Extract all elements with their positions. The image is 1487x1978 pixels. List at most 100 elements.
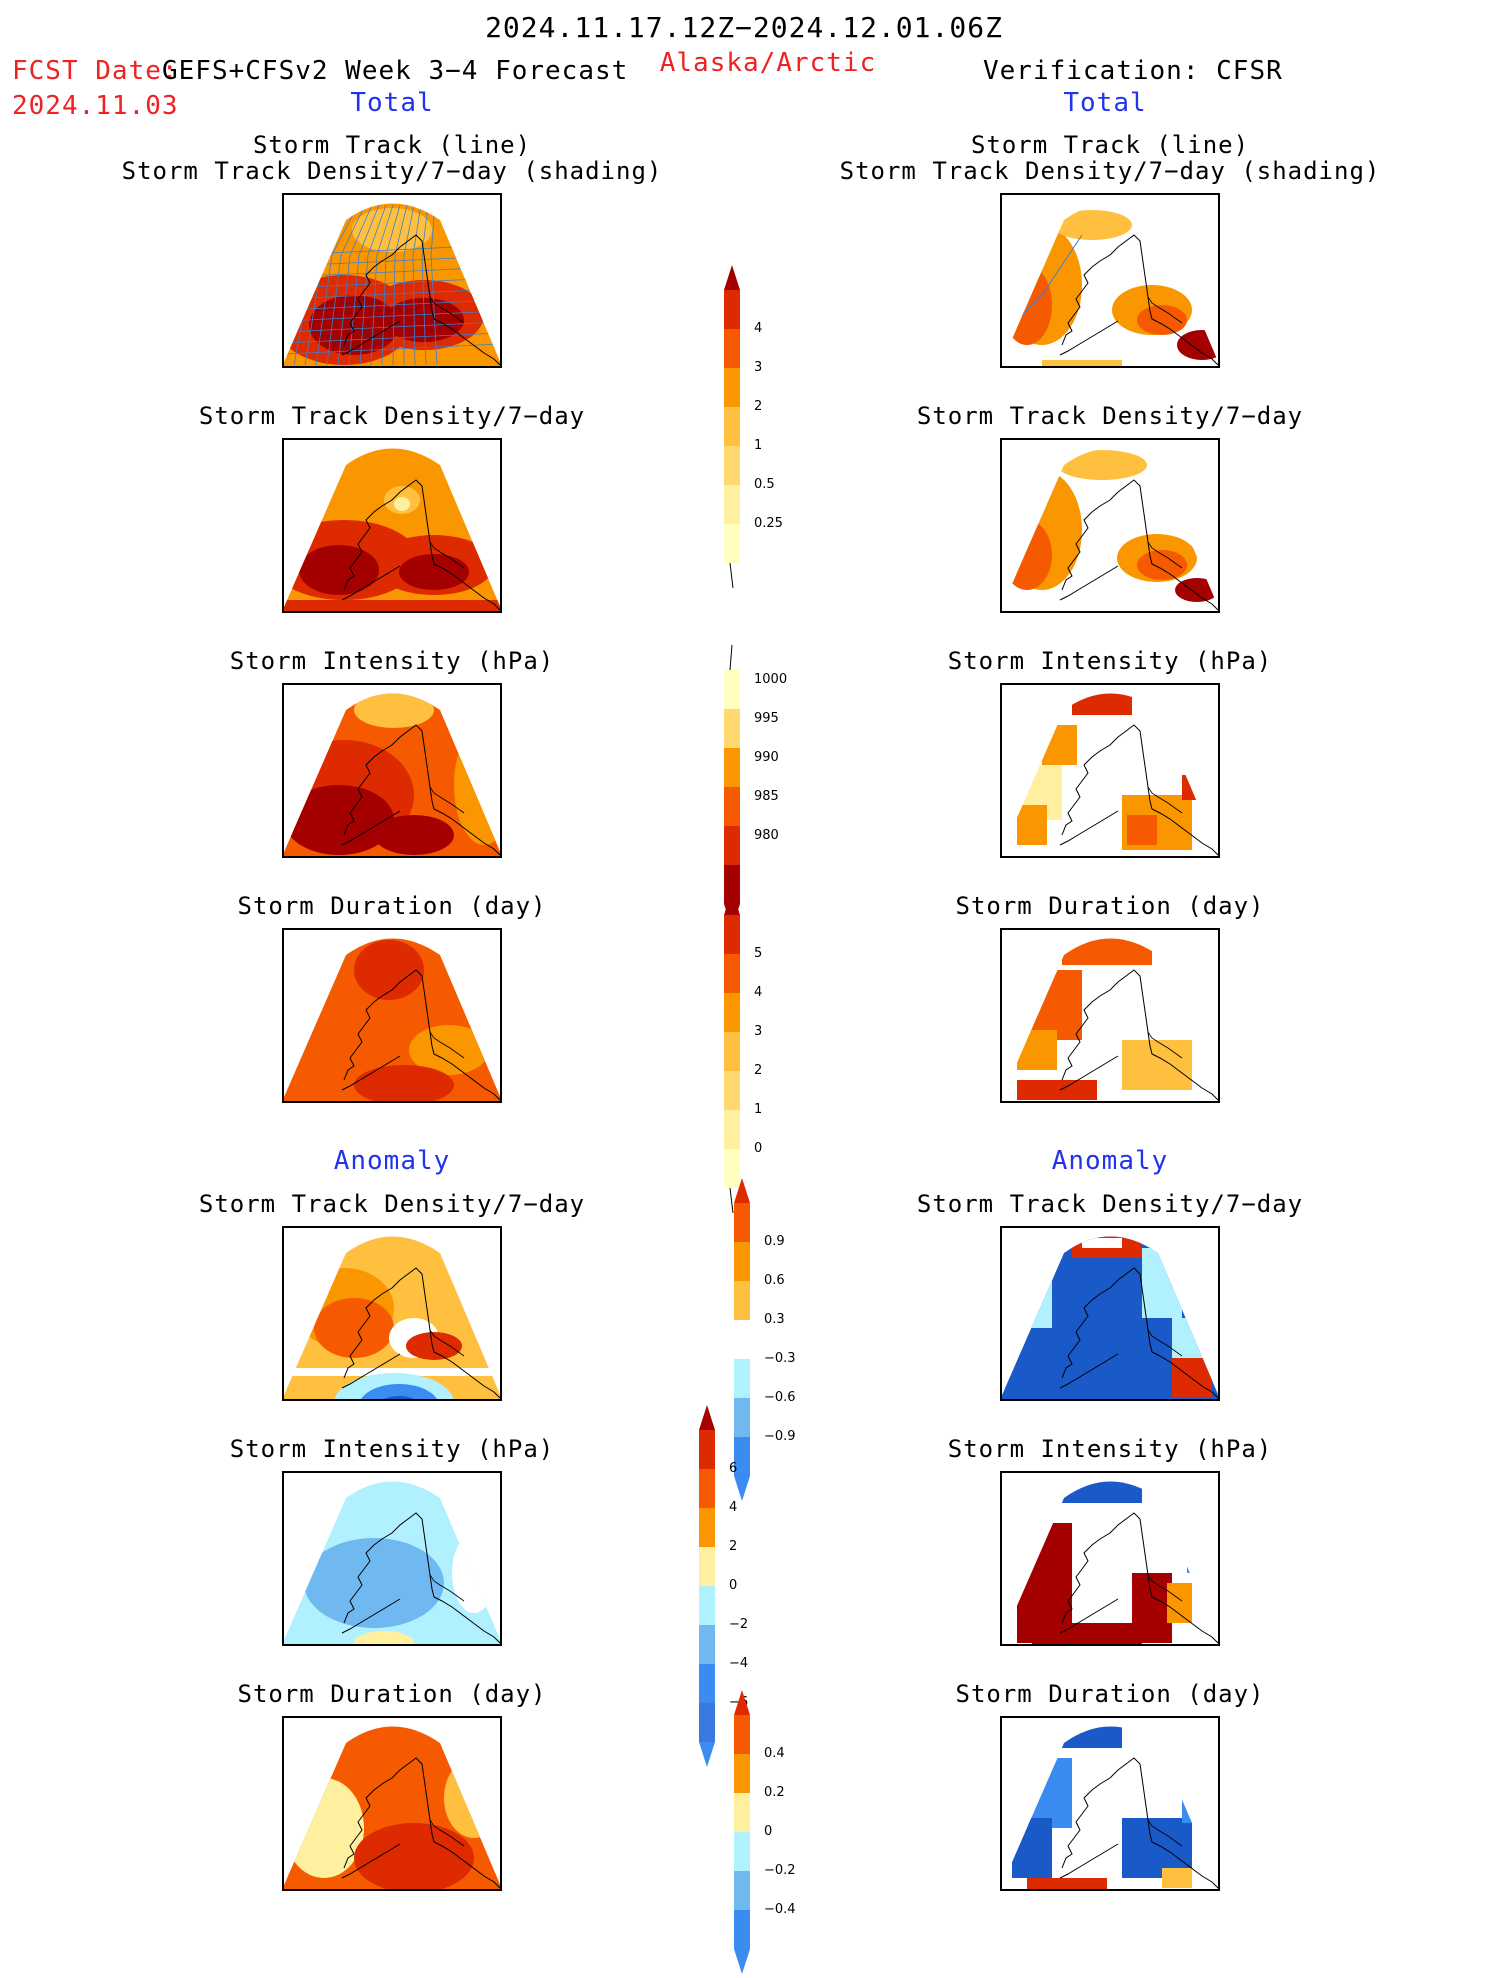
colorbar-segment xyxy=(699,1625,715,1664)
map-left-intensity-total xyxy=(282,683,502,858)
colorbar-tick-label: 1000 xyxy=(754,672,788,687)
colorbar-tick-label: 0.9 xyxy=(764,1234,785,1249)
right-density-title: Storm Track Density/7−day xyxy=(916,402,1304,430)
colorbar-tick-label: 0.5 xyxy=(754,477,775,492)
colorbar-segment xyxy=(724,290,740,329)
colorbar-segment xyxy=(734,1910,750,1949)
colorbar-tick-label: 990 xyxy=(754,750,779,765)
colorbar-tick-label: −4 xyxy=(729,1656,749,1671)
left-track-line-title: Storm Track (line) xyxy=(252,131,532,159)
colorbar-segment xyxy=(724,787,740,826)
colorbar-segment xyxy=(734,1754,750,1793)
colorbar-segment xyxy=(699,1547,715,1586)
colorbar-segment xyxy=(724,709,740,748)
colorbar-segment xyxy=(724,368,740,407)
left-anom-duration-title: Storm Duration (day) xyxy=(237,1680,547,1708)
colorbar-segment xyxy=(734,1437,750,1476)
colorbar-segment xyxy=(699,1586,715,1625)
colorbar-tick-label: −0.4 xyxy=(764,1902,796,1917)
colorbar-segment xyxy=(734,1242,750,1281)
right-duration-title: Storm Duration (day) xyxy=(955,892,1265,920)
colorbar-segment xyxy=(699,1469,715,1508)
colorbar-tick-label: 2 xyxy=(729,1539,738,1554)
map-left-density-total xyxy=(282,438,502,613)
right-anomaly-label: Anomaly xyxy=(1051,1146,1169,1176)
colorbar-segment xyxy=(734,1871,750,1910)
colorbar-segment xyxy=(734,1793,750,1832)
colorbar-tick-label: 995 xyxy=(754,711,779,726)
colorbar-tick-label: 0.3 xyxy=(764,1312,785,1327)
colorbar-tick-label: 985 xyxy=(754,789,779,804)
colorbar-tick-label: 6 xyxy=(729,1461,738,1476)
colorbar-tick-label: 2 xyxy=(754,1063,763,1078)
colorbar-segment xyxy=(734,1281,750,1320)
colorbar-segment xyxy=(724,524,740,563)
map-right-duration-total xyxy=(1000,928,1220,1103)
colorbar-segment xyxy=(724,407,740,446)
colorbar-segment xyxy=(724,954,740,993)
right-intensity-title: Storm Intensity (hPa) xyxy=(947,647,1273,675)
colorbar-tick-label: 0.25 xyxy=(754,516,783,531)
colorbar-tick-label: 980 xyxy=(754,828,779,843)
left-track-shading-title: Storm Track Density/7−day (shading) xyxy=(121,157,663,185)
colorbar-segment xyxy=(724,1032,740,1071)
date-range-title: 2024.11.17.12Z−2024.12.01.06Z xyxy=(485,11,1003,44)
fcst-date-value: 2024.11.03 xyxy=(12,91,179,121)
colorbar-tick-label: 4 xyxy=(754,985,763,1000)
left-anom-intensity-title: Storm Intensity (hPa) xyxy=(229,1435,555,1463)
colorbar-segment xyxy=(734,1398,750,1437)
map-right-density-total xyxy=(1000,438,1220,613)
map-left-duration-total xyxy=(282,928,502,1103)
colorbar-intensity-total: 1000 995 990 985 980 xyxy=(722,644,787,933)
colorbar-segment xyxy=(724,865,740,904)
colorbar-segment xyxy=(724,446,740,485)
colorbar-segment xyxy=(724,993,740,1032)
right-track-line-title: Storm Track (line) xyxy=(970,131,1250,159)
colorbar-tick-label: 3 xyxy=(754,360,763,375)
map-left-density-anom xyxy=(282,1226,502,1401)
colorbar-tick-label: 0.4 xyxy=(764,1746,785,1761)
colorbar-tick-label: −0.6 xyxy=(764,1390,796,1405)
map-right-track-total xyxy=(1000,193,1220,368)
colorbar-tick-label: 3 xyxy=(754,1024,763,1039)
colorbar-tick-label: 0 xyxy=(754,1141,763,1156)
colorbar-segment xyxy=(724,1110,740,1149)
colorbar-tick-label: 4 xyxy=(754,321,763,336)
colorbar-segment xyxy=(699,1430,715,1469)
left-anomaly-label: Anomaly xyxy=(333,1146,451,1176)
colorbar-segment xyxy=(724,329,740,368)
colorbar-density-total: 4 3 2 1 0.5 0.25 xyxy=(722,265,783,592)
verification-label: Verification: CFSR xyxy=(983,56,1283,86)
right-anom-density-title: Storm Track Density/7−day xyxy=(916,1190,1304,1218)
model-label: GEFS+CFSv2 Week 3−4 Forecast xyxy=(162,56,629,86)
colorbar-segment xyxy=(734,1359,750,1398)
colorbar-tick-label: −0.3 xyxy=(764,1351,796,1366)
left-density-title: Storm Track Density/7−day xyxy=(198,402,586,430)
colorbar-segment xyxy=(699,1508,715,1547)
map-right-density-anom xyxy=(1000,1226,1220,1401)
colorbar-tick-label: 5 xyxy=(754,946,763,961)
colorbar-tick-label: 2 xyxy=(754,399,763,414)
fcst-date-label: FCST Date: xyxy=(12,56,179,86)
colorbar-tick-label: −0.2 xyxy=(764,1863,796,1878)
right-anom-intensity-title: Storm Intensity (hPa) xyxy=(947,1435,1273,1463)
colorbar-segment xyxy=(734,1832,750,1871)
right-anom-duration-title: Storm Duration (day) xyxy=(955,1680,1265,1708)
colorbar-segment xyxy=(724,1071,740,1110)
colorbar-segment xyxy=(724,826,740,865)
left-anom-density-title: Storm Track Density/7−day xyxy=(198,1190,586,1218)
left-intensity-title: Storm Intensity (hPa) xyxy=(229,647,555,675)
colorbar-segment xyxy=(724,748,740,787)
colorbar-tick-label: 0 xyxy=(764,1824,773,1839)
map-right-duration-anom xyxy=(1000,1716,1220,1891)
colorbar-tick-label: 1 xyxy=(754,438,763,453)
colorbar-duration-total: 5 4 3 2 1 0 xyxy=(722,890,762,1217)
colorbar-segment xyxy=(699,1664,715,1703)
region-label: Alaska/Arctic xyxy=(659,48,877,78)
colorbar-segment xyxy=(734,1320,750,1359)
colorbar-tick-label: 1 xyxy=(754,1102,763,1117)
map-left-intensity-anom xyxy=(282,1471,502,1646)
colorbar-tick-label: 0.2 xyxy=(764,1785,785,1800)
colorbar-segment xyxy=(734,1203,750,1242)
